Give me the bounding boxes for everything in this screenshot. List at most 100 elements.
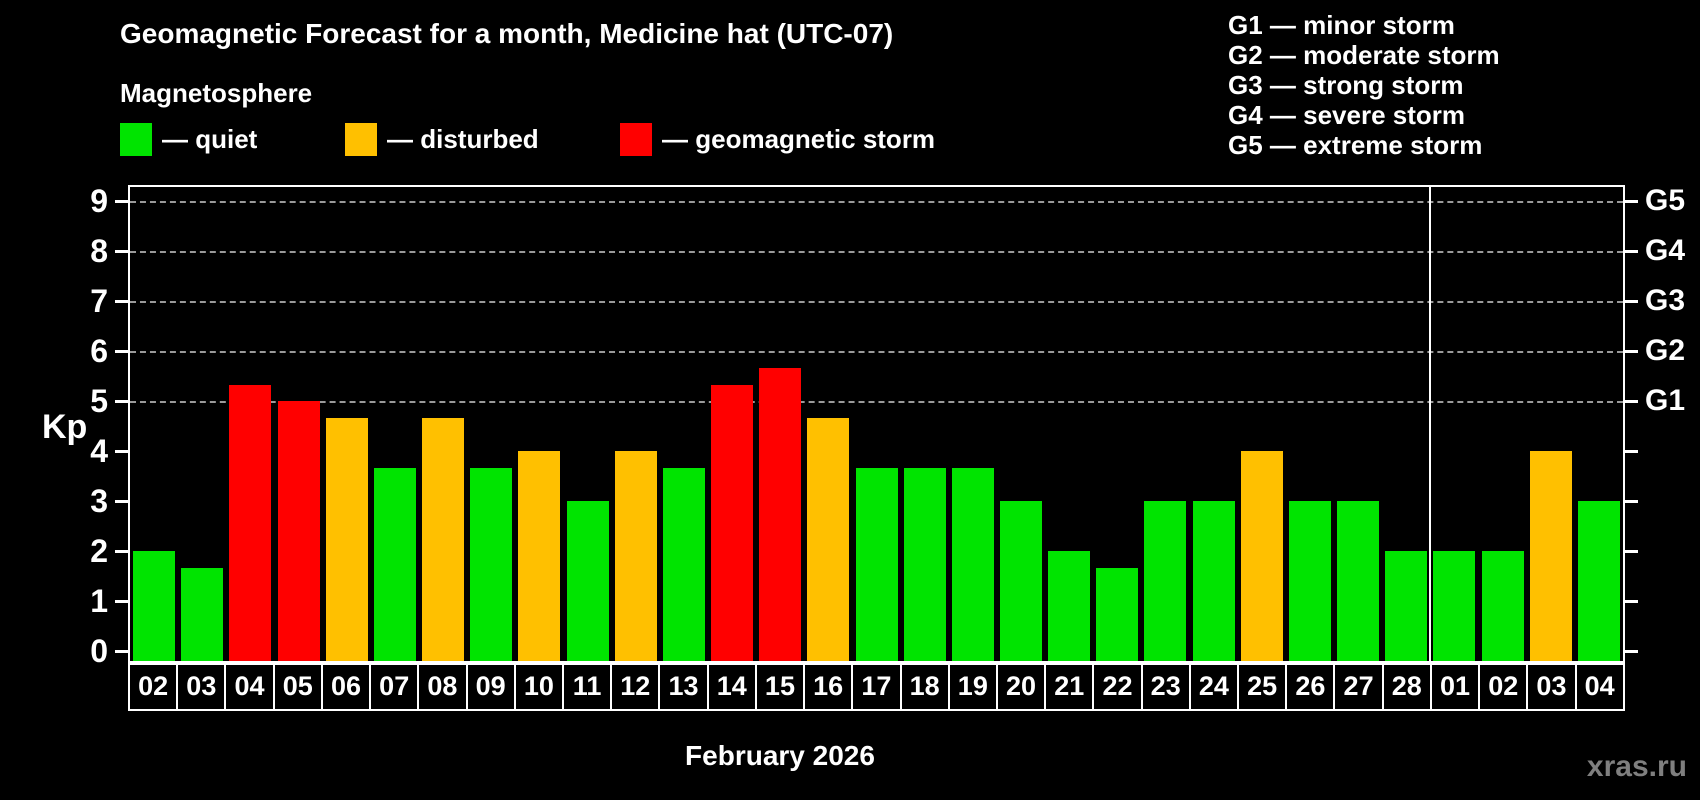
date-box-01-mar: 01: [1431, 665, 1479, 709]
right-axis-tick-kp5: [1625, 400, 1638, 403]
g4-legend-line: G4 — severe storm: [1228, 100, 1466, 130]
bar-day-10-feb: [518, 451, 561, 661]
left-axis-tick-kp5: [115, 400, 128, 403]
bar-day-01-mar: [1433, 551, 1476, 661]
y-axis-label-3: 3: [90, 483, 108, 519]
y-axis-label-5: 5: [90, 383, 108, 419]
legend-label-storm: — geomagnetic storm: [662, 123, 936, 154]
date-box-18-feb: 18: [901, 665, 948, 709]
gridline-kp5: [130, 401, 1623, 403]
left-axis-tick-kp2: [115, 550, 128, 553]
chart-subtitle: Magnetosphere: [120, 78, 313, 108]
date-box-23-feb: 23: [1142, 665, 1189, 709]
right-axis-tick-kp8: [1625, 250, 1638, 253]
date-box-04-mar: 04: [1576, 665, 1623, 709]
g5-legend-line: G5 — extreme storm: [1228, 130, 1483, 160]
gridline-kp8: [130, 251, 1623, 253]
date-box-10-feb: 10: [515, 665, 562, 709]
month-separator-line: [1429, 187, 1432, 661]
date-box-11-feb: 11: [563, 665, 611, 709]
left-axis-tick-kp8: [115, 250, 128, 253]
bar-day-07-feb: [373, 467, 416, 661]
legend-item-quiet: — quiet: [120, 122, 257, 156]
y-axis-label-4: 4: [90, 433, 108, 469]
y-axis-label-8: 8: [90, 233, 108, 269]
gridline-kp9: [130, 201, 1623, 203]
month-label: February 2026: [685, 740, 875, 771]
legend-item-disturbed: — disturbed: [345, 122, 539, 156]
g-scale-legend: G1 — minor storm G2 — moderate storm G3 …: [1228, 10, 1500, 160]
bar-day-11-feb: [566, 501, 609, 661]
right-axis-tick-kp6: [1625, 350, 1638, 353]
legend-item-storm: — geomagnetic storm: [620, 122, 935, 156]
right-axis-tick-kp2: [1625, 550, 1638, 553]
g1-legend-line: G1 — minor storm: [1228, 10, 1455, 40]
date-box-17-feb: 17: [853, 665, 900, 709]
bar-day-24-feb: [1192, 501, 1235, 661]
date-box-09-feb: 09: [467, 665, 514, 709]
legend-label-disturbed: — disturbed: [387, 123, 539, 154]
date-box-15-feb: 15: [756, 665, 804, 709]
y-axis-label-2: 2: [90, 533, 108, 569]
y-axis-title: Kp: [42, 408, 88, 446]
bar-day-16-feb: [807, 417, 850, 661]
left-axis-tick-kp6: [115, 350, 128, 353]
date-box-05-feb: 05: [274, 665, 321, 709]
y-axis-label-6: 6: [90, 333, 108, 369]
date-box-06-feb: 06: [322, 665, 370, 709]
date-box-19-feb: 19: [949, 665, 996, 709]
bar-day-04-feb: [229, 384, 272, 661]
bar-day-02-mar: [1481, 551, 1524, 661]
right-axis-tick-kp3: [1625, 500, 1638, 503]
date-box-03-mar: 03: [1528, 665, 1575, 709]
right-axis-label-g4: G4: [1645, 234, 1686, 267]
y-axis-label-0: 0: [90, 633, 108, 669]
disturbed-color-swatch: [345, 122, 377, 156]
date-box-24-feb: 24: [1190, 665, 1238, 709]
date-box-25-feb: 25: [1239, 665, 1286, 709]
bar-day-19-feb: [951, 467, 994, 661]
g3-legend-line: G3 — strong storm: [1228, 70, 1464, 100]
bar-day-22-feb: [1096, 567, 1139, 661]
date-box-02-feb: 02: [130, 665, 177, 709]
bar-day-21-feb: [1048, 551, 1091, 661]
date-box-28-feb: 28: [1383, 665, 1430, 709]
y-axis-label-1: 1: [90, 583, 108, 619]
bar-day-09-feb: [470, 467, 513, 661]
bar-day-02-feb: [133, 551, 176, 661]
quiet-color-swatch: [120, 122, 152, 156]
bar-day-12-feb: [614, 451, 657, 661]
right-axis-tick-kp4: [1625, 450, 1638, 453]
legend-label-quiet: — quiet: [162, 123, 258, 154]
bar-day-05-feb: [277, 401, 320, 661]
y-axis-label-7: 7: [90, 283, 108, 319]
watermark: xras.ru: [1586, 750, 1687, 783]
date-box-12-feb: 12: [612, 665, 659, 709]
date-box-26-feb: 26: [1287, 665, 1334, 709]
bar-day-14-feb: [711, 384, 754, 661]
plot-area: [130, 187, 1623, 661]
bar-day-17-feb: [855, 467, 898, 661]
plot-frame: [128, 185, 1625, 663]
date-box-22-feb: 22: [1094, 665, 1141, 709]
right-axis-label-g3: G3: [1645, 284, 1686, 317]
date-box-02-mar: 02: [1480, 665, 1527, 709]
date-box-08-feb: 08: [419, 665, 466, 709]
right-axis-tick-kp1: [1625, 600, 1638, 603]
left-axis-tick-kp1: [115, 600, 128, 603]
bar-day-03-mar: [1529, 451, 1572, 661]
bar-day-26-feb: [1288, 501, 1331, 661]
chart-title: Geomagnetic Forecast for a month, Medici…: [120, 18, 894, 49]
right-axis-label-g2: G2: [1645, 334, 1686, 367]
date-box-21-feb: 21: [1046, 665, 1093, 709]
gridline-kp6: [130, 351, 1623, 353]
right-axis-tick-kp0: [1625, 650, 1638, 653]
y-axis-label-9: 9: [90, 183, 108, 219]
gridline-kp7: [130, 301, 1623, 303]
bar-day-25-feb: [1240, 451, 1283, 661]
g2-legend-line: G2 — moderate storm: [1228, 40, 1500, 70]
right-axis-tick-kp7: [1625, 300, 1638, 303]
left-axis-tick-kp4: [115, 450, 128, 453]
bar-day-23-feb: [1144, 501, 1187, 661]
